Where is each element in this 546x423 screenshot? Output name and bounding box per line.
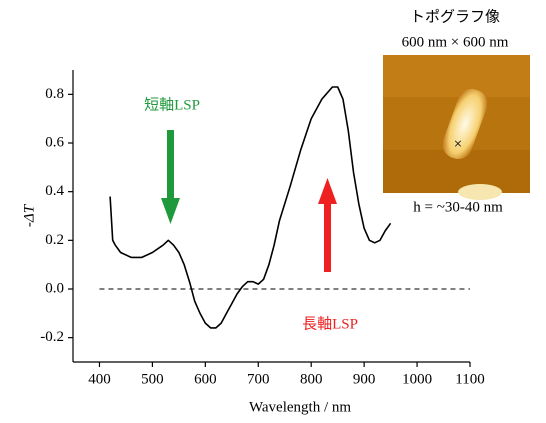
y-tick-label: 0.0 [45,280,64,296]
y-tick-label: -0.2 [40,329,64,345]
x-tick-label: 400 [88,371,111,387]
x-tick-label: 1100 [455,371,484,387]
spectrum-line [110,87,391,328]
inset-rod [458,184,502,200]
y-tick-label: 0.8 [45,86,64,102]
arrow [318,178,337,272]
arrow-head [161,198,180,224]
inset: トポグラフ像 600 nm × 600 nm × h = ~30-40 nm [383,8,530,215]
y-tick-label: 0.4 [45,183,64,199]
arrow-head [318,178,337,204]
y-tick-label: 0.2 [45,232,64,248]
annotation: 長軸LSP [302,315,358,332]
x-tick-label: 700 [247,371,270,387]
arrow-shaft [324,200,331,272]
chart: Wavelength / nm -ΔT トポグラフ像 600 nm × 600 … [0,0,546,423]
x-tick-label: 600 [194,371,217,387]
x-tick-label: 800 [300,371,323,387]
arrow-shaft [167,130,174,202]
x-tick-label: 900 [353,371,376,387]
arrow [161,130,180,224]
inset-title: トポグラフ像 [410,8,500,25]
inset-band [383,55,530,97]
x-axis-label: Wavelength / nm [249,399,351,415]
x-tick-label: 500 [141,371,164,387]
y-axis-label: -ΔT [21,203,37,227]
inset-size: 600 nm × 600 nm [402,34,509,50]
annotation: 短軸LSP [144,96,200,113]
inset-height: h = ~30-40 nm [413,199,503,215]
x-tick-label: 1000 [402,371,432,387]
inset-marker: × [454,136,462,152]
y-tick-label: 0.6 [45,134,64,150]
